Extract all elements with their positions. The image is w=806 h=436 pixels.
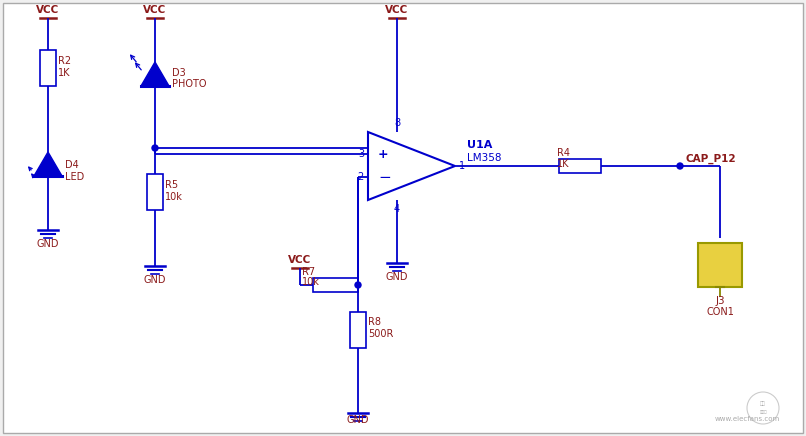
- Text: PHOTO: PHOTO: [172, 79, 206, 89]
- Text: CON1: CON1: [706, 307, 734, 317]
- Text: R5: R5: [165, 180, 178, 190]
- Text: R8: R8: [368, 317, 381, 327]
- Text: VCC: VCC: [385, 5, 409, 15]
- Circle shape: [677, 163, 683, 169]
- Text: 500R: 500R: [368, 329, 393, 339]
- Text: R2: R2: [58, 56, 71, 66]
- Text: LM358: LM358: [467, 153, 501, 163]
- Text: −: −: [378, 170, 391, 184]
- Text: 10k: 10k: [302, 277, 320, 287]
- Text: GND: GND: [143, 275, 166, 285]
- Text: 3: 3: [358, 149, 364, 159]
- Text: D3: D3: [172, 68, 185, 78]
- Text: R7: R7: [302, 267, 315, 277]
- Text: CAP_P12: CAP_P12: [685, 154, 736, 164]
- Text: 1K: 1K: [58, 68, 70, 78]
- Bar: [313, 278, 358, 292]
- Text: VCC: VCC: [36, 5, 60, 15]
- Text: 10k: 10k: [165, 192, 183, 202]
- Text: 4: 4: [394, 204, 400, 214]
- Text: VCC: VCC: [289, 255, 312, 265]
- Text: GND: GND: [386, 272, 409, 282]
- Text: GND: GND: [37, 239, 60, 249]
- Bar: [559, 159, 601, 173]
- Circle shape: [152, 145, 158, 151]
- Text: www.elecfans.com: www.elecfans.com: [715, 416, 780, 422]
- Polygon shape: [141, 62, 169, 86]
- Text: 1: 1: [459, 161, 465, 171]
- Text: GND: GND: [347, 415, 369, 425]
- Bar: [147, 174, 163, 210]
- Text: D4: D4: [65, 160, 79, 170]
- Text: 电子: 电子: [760, 402, 766, 406]
- Bar: [40, 50, 56, 86]
- Text: 发烧友: 发烧友: [759, 410, 767, 414]
- Circle shape: [355, 282, 361, 288]
- Text: R4: R4: [557, 148, 570, 158]
- Text: 8: 8: [394, 118, 400, 128]
- Bar: [698, 243, 742, 287]
- Text: J3: J3: [715, 296, 725, 306]
- Text: U1A: U1A: [467, 140, 492, 150]
- Text: 2: 2: [358, 172, 364, 182]
- Bar: [350, 312, 366, 348]
- Text: +: +: [378, 147, 388, 160]
- Text: LED: LED: [65, 172, 85, 182]
- Text: VCC: VCC: [143, 5, 167, 15]
- Polygon shape: [34, 152, 62, 176]
- Polygon shape: [368, 132, 455, 200]
- Text: 1K: 1K: [557, 159, 570, 169]
